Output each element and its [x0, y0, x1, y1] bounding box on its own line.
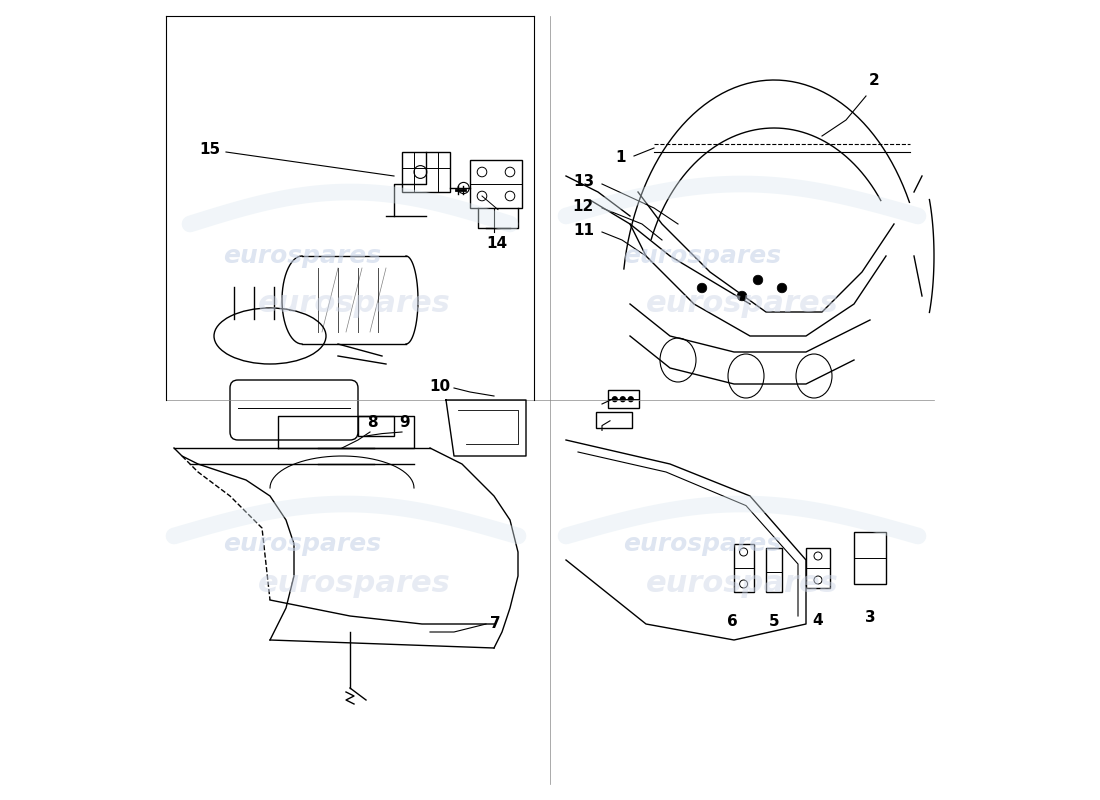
Circle shape: [697, 283, 707, 293]
Bar: [806, 548, 830, 588]
Text: 11: 11: [573, 223, 594, 238]
Text: 13: 13: [573, 174, 594, 189]
Text: 10: 10: [429, 379, 450, 394]
Bar: [596, 412, 632, 428]
Text: 5: 5: [769, 614, 779, 630]
Circle shape: [620, 397, 625, 402]
Text: eurospares: eurospares: [258, 570, 451, 598]
Text: eurospares: eurospares: [223, 532, 381, 556]
Bar: [402, 152, 450, 192]
Text: 1: 1: [616, 150, 626, 165]
Text: 7: 7: [490, 617, 500, 631]
Text: 8: 8: [367, 414, 377, 430]
Text: eurospares: eurospares: [623, 532, 781, 556]
Text: 9: 9: [399, 414, 409, 430]
Text: eurospares: eurospares: [223, 244, 381, 268]
Circle shape: [613, 397, 617, 402]
Bar: [358, 416, 394, 436]
Text: 2: 2: [869, 73, 879, 88]
Text: 12: 12: [573, 199, 594, 214]
Text: 14: 14: [486, 236, 507, 251]
Circle shape: [754, 275, 762, 285]
Bar: [734, 544, 754, 592]
Text: 3: 3: [865, 610, 876, 625]
Text: 15: 15: [199, 142, 220, 157]
Bar: [608, 390, 639, 408]
Circle shape: [737, 291, 747, 301]
Bar: [854, 532, 886, 584]
Text: 4: 4: [813, 613, 823, 628]
Text: eurospares: eurospares: [258, 290, 451, 318]
Circle shape: [778, 283, 786, 293]
Circle shape: [628, 397, 634, 402]
Text: eurospares: eurospares: [623, 244, 781, 268]
Text: eurospares: eurospares: [646, 290, 838, 318]
Text: eurospares: eurospares: [646, 570, 838, 598]
Bar: [766, 548, 782, 592]
Bar: [470, 160, 522, 208]
Text: 6: 6: [727, 614, 738, 630]
